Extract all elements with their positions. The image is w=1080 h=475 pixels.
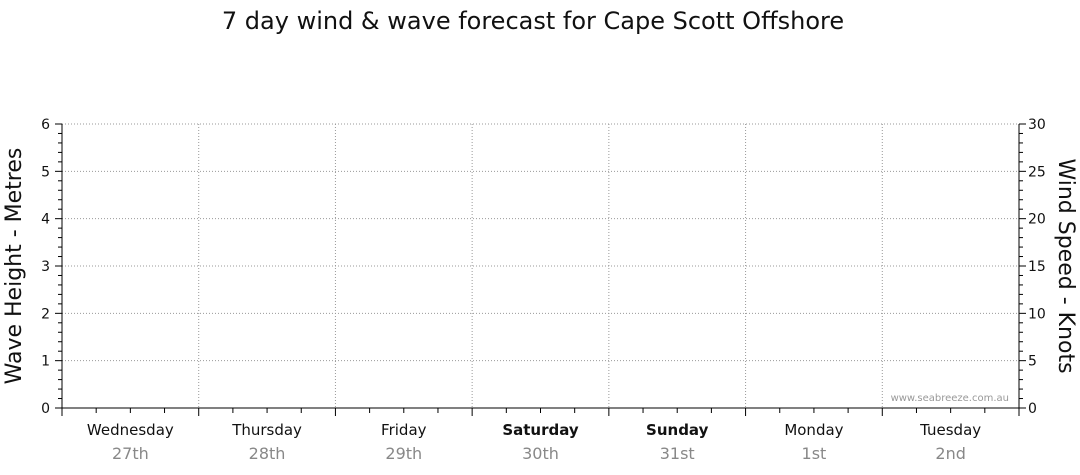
left-tick-label: 0 — [41, 401, 50, 417]
right-tick-label: 0 — [1028, 401, 1037, 417]
right-tick-label: 15 — [1028, 259, 1046, 275]
right-tick-label: 5 — [1028, 354, 1037, 370]
x-axis-day-labels: Wednesday 27th Thursday 28th Friday 29th Satur… — [87, 421, 981, 463]
left-tick-label: 6 — [41, 117, 50, 133]
right-tick-label: 30 — [1028, 117, 1046, 133]
left-axis-title: Wave Height - Metres — [2, 148, 27, 385]
day-name-label: Monday — [784, 421, 843, 439]
right-axis-ticks: 0 5 10 15 20 25 30 — [1019, 117, 1046, 417]
day-date-label: 27th — [112, 444, 149, 463]
day-date-label: 30th — [522, 444, 559, 463]
chart-title: 7 day wind & wave forecast for Cape Scot… — [222, 7, 844, 35]
day-date-label: 29th — [385, 444, 422, 463]
watermark-text: www.seabreeze.com.au — [891, 393, 1009, 404]
day-date-label: 2nd — [935, 444, 965, 463]
right-tick-label: 25 — [1028, 164, 1046, 180]
right-axis-title: Wind Speed - Knots — [1053, 158, 1078, 373]
left-tick-label: 5 — [41, 164, 50, 180]
right-tick-label: 10 — [1028, 306, 1046, 322]
left-axis-ticks: 0 1 2 3 4 5 6 — [41, 117, 62, 417]
left-tick-label: 1 — [41, 354, 50, 370]
grid-lines — [62, 123, 1019, 408]
left-tick-label: 4 — [41, 212, 50, 228]
day-name-label: Wednesday — [87, 421, 174, 439]
day-date-label: 1st — [802, 444, 827, 463]
day-date-label: 31st — [660, 444, 695, 463]
day-name-label: Thursday — [231, 421, 302, 439]
left-tick-label: 2 — [41, 306, 50, 322]
left-tick-label: 3 — [41, 259, 50, 275]
day-name-label: Friday — [381, 421, 427, 439]
day-date-label: 28th — [249, 444, 286, 463]
axes — [61, 124, 1020, 416]
day-name-label: Saturday — [502, 421, 579, 439]
day-name-label: Sunday — [646, 421, 709, 439]
right-tick-label: 20 — [1028, 212, 1046, 228]
day-name-label: Tuesday — [919, 421, 981, 439]
